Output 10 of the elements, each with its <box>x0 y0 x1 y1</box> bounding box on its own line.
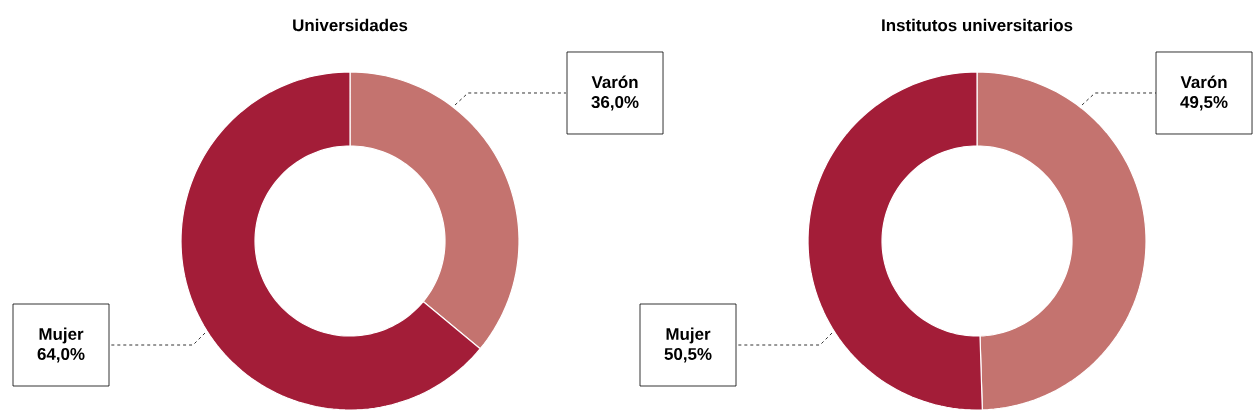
data-label: 50,5% <box>664 347 712 363</box>
slice-label: Mujer <box>666 327 711 344</box>
data-label: 49,5% <box>1180 96 1228 111</box>
slice-label: Varón <box>591 75 638 89</box>
data-label: 36,0% <box>591 96 639 111</box>
data-label: 64,0% <box>37 347 85 363</box>
chart-title: Institutos universitarios <box>882 18 1073 32</box>
slice-label: Mujer <box>39 327 84 344</box>
slice-label: Varón <box>1180 75 1227 89</box>
chart-title: Universidades <box>293 18 408 32</box>
